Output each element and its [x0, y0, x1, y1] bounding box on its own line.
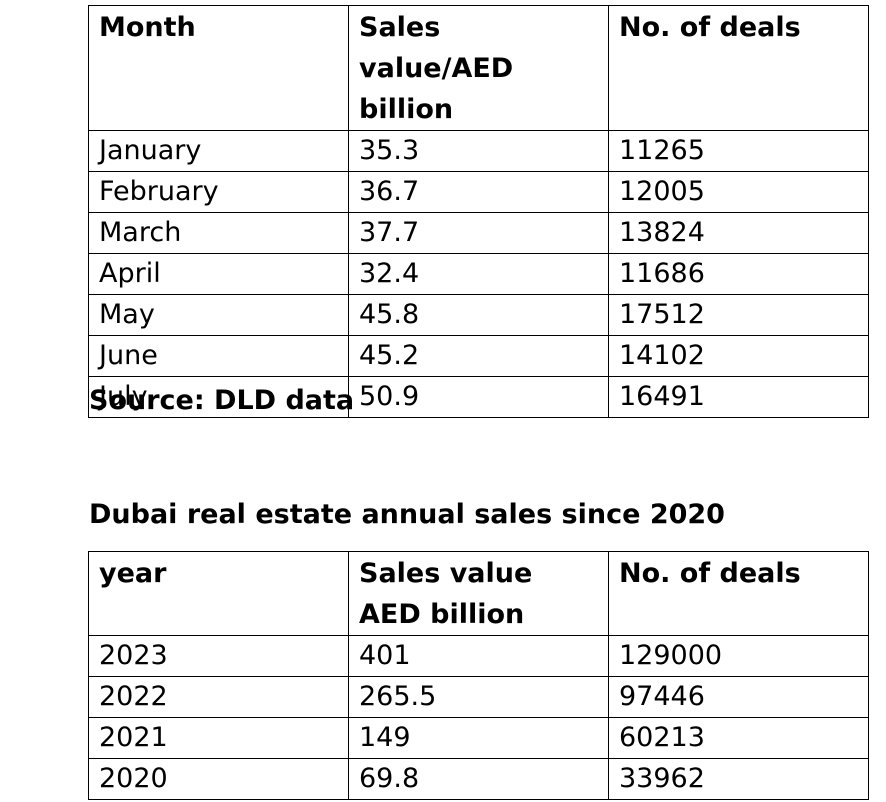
- month-cell: March: [88, 212, 349, 254]
- year-cell: 2023: [88, 635, 349, 677]
- month-cell: January: [88, 130, 349, 172]
- column-header-deals: No. of deals: [608, 5, 869, 131]
- sales-value-cell: 36.7: [348, 171, 609, 213]
- sales-value-cell: 45.8: [348, 294, 609, 336]
- column-header-sales-value: Sales value AED billion: [348, 551, 609, 636]
- deals-cell: 33962: [608, 758, 869, 800]
- table-row: 2022 265.5 97446: [88, 676, 869, 718]
- deals-cell: 60213: [608, 717, 869, 759]
- table-row: February 36.7 12005: [88, 171, 869, 213]
- column-header-year: year: [88, 551, 349, 636]
- column-header-sales-value: Sales value/AED billion: [348, 5, 609, 131]
- table-header-row: Month Sales value/AED billion No. of dea…: [88, 5, 869, 131]
- deals-cell: 129000: [608, 635, 869, 677]
- table-row: January 35.3 11265: [88, 130, 869, 172]
- year-cell: 2020: [88, 758, 349, 800]
- column-header-deals: No. of deals: [608, 551, 869, 636]
- year-cell: 2022: [88, 676, 349, 718]
- sales-value-cell: 35.3: [348, 130, 609, 172]
- sales-value-cell: 265.5: [348, 676, 609, 718]
- sales-value-cell: 149: [348, 717, 609, 759]
- deals-cell: 97446: [608, 676, 869, 718]
- table-row: June 45.2 14102: [88, 335, 869, 377]
- month-cell: February: [88, 171, 349, 213]
- source-note: Source: DLD data: [89, 385, 355, 416]
- table-row: July 50.9 16491: [88, 376, 869, 418]
- column-header-month: Month: [88, 5, 349, 131]
- deals-cell: 16491: [608, 376, 869, 418]
- sales-value-cell: 45.2: [348, 335, 609, 377]
- month-cell: April: [88, 253, 349, 295]
- month-cell: May: [88, 294, 349, 336]
- table-row: 2023 401 129000: [88, 635, 869, 677]
- deals-cell: 12005: [608, 171, 869, 213]
- table-row: 2020 69.8 33962: [88, 758, 869, 800]
- table-header-row: year Sales value AED billion No. of deal…: [88, 551, 869, 636]
- deals-cell: 11686: [608, 253, 869, 295]
- deals-cell: 17512: [608, 294, 869, 336]
- month-cell: July: [88, 376, 349, 418]
- month-cell: June: [88, 335, 349, 377]
- deals-cell: 13824: [608, 212, 869, 254]
- sales-value-cell: 50.9: [348, 376, 609, 418]
- sales-value-cell: 401: [348, 635, 609, 677]
- deals-cell: 11265: [608, 130, 869, 172]
- table-row: March 37.7 13824: [88, 212, 869, 254]
- year-cell: 2021: [88, 717, 349, 759]
- monthly-sales-table: Month Sales value/AED billion No. of dea…: [88, 5, 869, 418]
- deals-cell: 14102: [608, 335, 869, 377]
- table-row: 2021 149 60213: [88, 717, 869, 759]
- table-row: April 32.4 11686: [88, 253, 869, 295]
- annual-section-title: Dubai real estate annual sales since 202…: [89, 499, 725, 530]
- table-row: May 45.8 17512: [88, 294, 869, 336]
- annual-sales-table: year Sales value AED billion No. of deal…: [88, 551, 869, 800]
- sales-value-cell: 32.4: [348, 253, 609, 295]
- sales-value-cell: 37.7: [348, 212, 609, 254]
- sales-value-cell: 69.8: [348, 758, 609, 800]
